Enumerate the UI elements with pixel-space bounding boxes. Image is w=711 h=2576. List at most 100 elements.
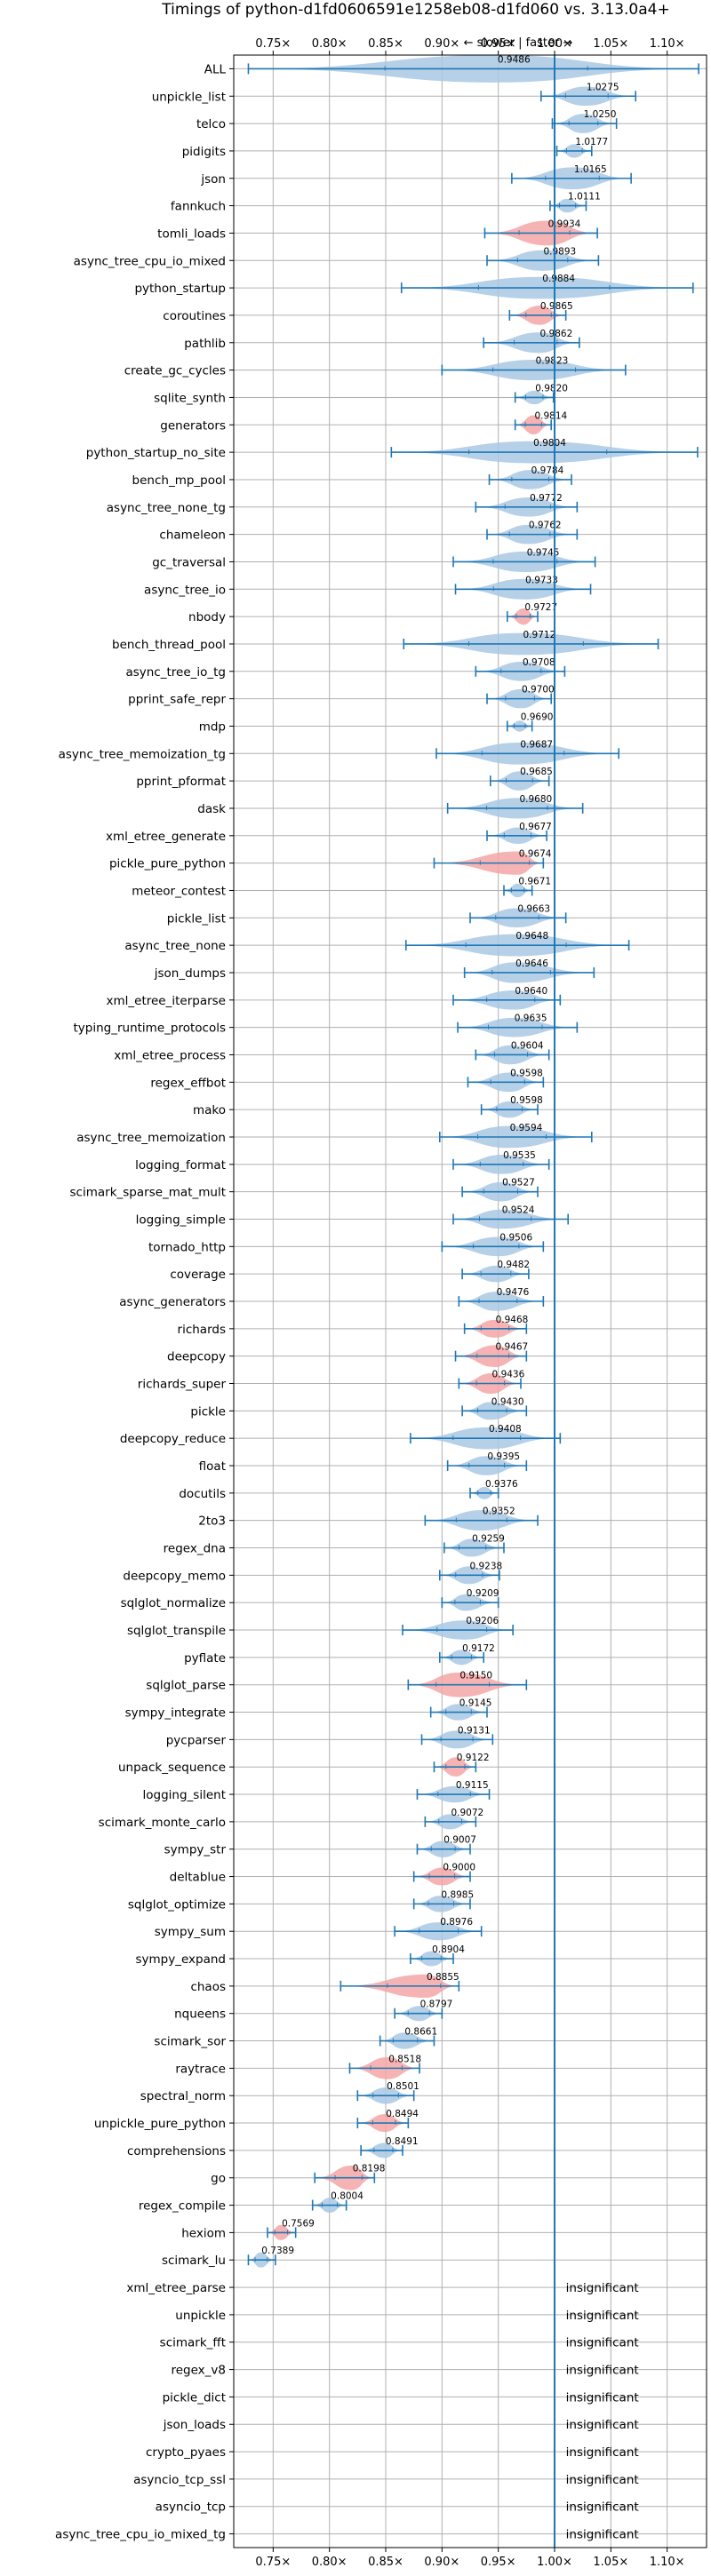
y-tick-label: regex_compile [139, 2199, 226, 2214]
y-tick-label: create_gc_cycles [124, 364, 226, 378]
value-label: 0.9727 [524, 602, 557, 613]
x-tick-label-bottom: 1.10× [650, 2556, 685, 2569]
y-tick-label: deepcopy_reduce [120, 1432, 226, 1446]
value-label: 0.9352 [483, 1507, 515, 1517]
value-label: 0.9685 [520, 767, 553, 777]
y-tick-label: logging_silent [143, 1788, 226, 1802]
value-label: 0.9468 [496, 1315, 529, 1325]
y-tick-label: sqlglot_transpile [127, 1624, 226, 1638]
x-tick-label-top: 0.90× [424, 37, 459, 51]
y-tick-label: sqlglot_parse [146, 1679, 226, 1693]
y-tick-label: async_tree_io_tg [125, 665, 226, 680]
value-label: 0.8501 [387, 2081, 419, 2092]
value-label: 0.9884 [542, 274, 575, 284]
y-tick-label: pickle_pure_python [109, 857, 226, 871]
insignificant-label: insignificant [566, 2281, 639, 2295]
y-tick-label: mdp [199, 720, 226, 734]
y-tick-label: typing_runtime_protocols [74, 1022, 227, 1036]
x-tick-label-top: 0.95× [481, 37, 516, 51]
value-label: 0.9150 [459, 1671, 492, 1682]
y-tick-label: regex_dna [164, 1542, 226, 1556]
y-tick-label: 2to3 [198, 1515, 226, 1529]
value-label: 0.9467 [495, 1342, 528, 1353]
y-tick-label: deepcopy_memo [123, 1569, 226, 1583]
y-tick-label: xml_etree_iterparse [107, 994, 227, 1008]
x-tick-label-bottom: 0.80× [312, 2556, 348, 2569]
y-tick-label: python_startup_no_site [86, 446, 226, 460]
plot-frame [233, 54, 707, 2548]
value-label: 0.9804 [533, 438, 566, 449]
y-tick-label: tomli_loads [157, 227, 226, 241]
y-tick-label: scimark_fft [160, 2336, 226, 2350]
value-label: 0.9259 [472, 1534, 505, 1545]
value-label: 0.9476 [497, 1287, 530, 1298]
value-label: 0.9535 [503, 1150, 536, 1161]
value-label: 0.8661 [404, 2027, 437, 2038]
value-label: 0.8797 [420, 2000, 453, 2010]
y-tick-label: async_tree_none_tg [107, 501, 226, 515]
y-tick-label: coroutines [163, 309, 226, 323]
direction-annotation: ← slower | faster → [464, 36, 573, 50]
y-tick-label: sqlglot_optimize [128, 1897, 226, 1912]
x-tick-label-bottom: 0.95× [481, 2556, 516, 2569]
value-label: 0.7389 [261, 2246, 294, 2256]
y-tick-label: nbody [188, 610, 226, 624]
y-tick-label: ALL [204, 62, 227, 76]
y-tick-label: regex_effbot [150, 1076, 226, 1090]
value-label: 0.9594 [510, 1123, 543, 1133]
value-label: 0.9604 [511, 1040, 544, 1051]
x-tick-label-top: 1.05× [593, 37, 628, 51]
y-tick-label: python_startup [134, 282, 226, 296]
value-label: 0.8855 [427, 1972, 459, 1983]
y-tick-label: pprint_pformat [136, 775, 226, 789]
y-tick-label: regex_v8 [171, 2364, 226, 2378]
y-tick-label: sympy_integrate [125, 1706, 226, 1721]
y-tick-label: pprint_safe_repr [128, 693, 226, 707]
value-label: 0.9640 [515, 986, 547, 997]
insignificant-label: insignificant [566, 2418, 639, 2432]
value-label: 0.9430 [491, 1396, 524, 1407]
y-tick-label: coverage [170, 1268, 226, 1282]
y-tick-label: scimark_lu [162, 2254, 226, 2268]
insignificant-label: insignificant [566, 2309, 639, 2323]
y-tick-label: deepcopy [167, 1350, 226, 1364]
x-tick-label-top: 0.85× [368, 37, 403, 51]
y-tick-label: unpickle_list [152, 90, 226, 104]
value-label: 0.9000 [443, 1863, 475, 1873]
x-tick-label-top: 0.80× [312, 37, 348, 51]
value-label: 0.9395 [487, 1451, 520, 1462]
y-tick-label: sqlglot_normalize [121, 1596, 226, 1610]
value-label: 1.0250 [584, 109, 617, 120]
x-tick-label-bottom: 0.85× [368, 2556, 403, 2569]
y-tick-label: tornado_http [148, 1240, 226, 1254]
x-tick-label-top: 1.10× [650, 37, 685, 51]
y-tick-label: pycparser [166, 1733, 227, 1747]
value-label: 0.9172 [462, 1643, 495, 1654]
y-tick-label: go [211, 2172, 226, 2186]
value-label: 0.9482 [497, 1260, 530, 1270]
value-label: 0.8518 [388, 2054, 421, 2064]
y-tick-label: async_tree_none [124, 939, 226, 953]
y-tick-label: sympy_expand [135, 1952, 226, 1967]
value-label: 1.0165 [574, 164, 607, 175]
y-tick-label: comprehensions [127, 2144, 226, 2159]
value-label: 0.9671 [518, 876, 551, 886]
insignificant-label: insignificant [566, 2445, 639, 2460]
value-label: 1.0177 [575, 137, 608, 147]
value-label: 0.9733 [525, 575, 558, 585]
value-label: 0.9238 [469, 1561, 502, 1571]
value-label: 0.9122 [457, 1753, 490, 1763]
value-label: 0.9635 [515, 1014, 547, 1024]
y-tick-label: pyflate [184, 1651, 226, 1666]
y-tick-label: logging_simple [136, 1212, 226, 1227]
y-tick-label: dask [197, 802, 226, 816]
value-label: 1.0111 [568, 192, 601, 203]
y-tick-label: json_dumps [154, 966, 226, 981]
value-label: 0.9814 [534, 410, 567, 421]
y-tick-label: async_tree_memoization_tg [59, 747, 226, 761]
y-tick-label: generators [160, 418, 226, 433]
value-label: 0.9646 [515, 958, 548, 969]
y-tick-label: pickle [190, 1404, 226, 1419]
insignificant-label: insignificant [566, 2364, 639, 2378]
